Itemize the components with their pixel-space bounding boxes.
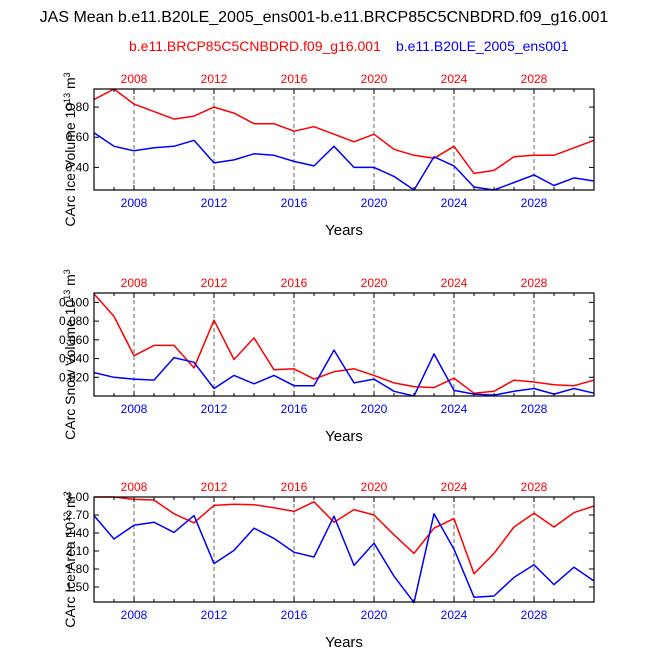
- x-tick-label-bottom: 2012: [201, 402, 228, 416]
- x-tick-label-top: 2020: [361, 72, 388, 86]
- x-axis-label: Years: [325, 428, 363, 445]
- x-tick-label-top: 2016: [281, 480, 308, 494]
- x-tick-label-bottom: 2024: [441, 402, 468, 416]
- y-tick-label: 0.080: [59, 314, 89, 328]
- y-axis-label: CArc Ice Area 1012 m2: [62, 491, 78, 627]
- x-tick-label-top: 2012: [201, 480, 228, 494]
- series-red-line: b.e11.BRCP85C5CNBDRD.f09_g16.001: [93, 88, 595, 175]
- legend-red-label: b.e11.BRCP85C5CNBDRD.f09_g16.001: [129, 38, 381, 54]
- panel-2: b.e11.BRCP85C5CNBDRD.f09_g16.001b.e11.B2…: [59, 269, 595, 445]
- series-blue-line: b.e11.B20LE_2005_ens001: [93, 513, 595, 604]
- x-tick-label-bottom: 2016: [281, 608, 308, 622]
- x-tick-label-top: 2028: [521, 72, 548, 86]
- x-tick-label-bottom: 2020: [361, 608, 388, 622]
- x-tick-label-bottom: 2016: [281, 196, 308, 210]
- x-tick-label-bottom: 2028: [521, 608, 548, 622]
- x-tick-label-top: 2016: [281, 276, 308, 290]
- y-tick-label: 1.50: [66, 580, 90, 594]
- series-red-line: b.e11.BRCP85C5CNBDRD.f09_g16.001: [93, 293, 595, 394]
- x-tick-label-top: 2016: [281, 72, 308, 86]
- x-tick-label-top: 2020: [361, 480, 388, 494]
- panel-1: b.e11.BRCP85C5CNBDRD.f09_g16.001b.e11.B2…: [62, 72, 595, 239]
- x-tick-label-bottom: 2024: [441, 196, 468, 210]
- series-red-line: b.e11.BRCP85C5CNBDRD.f09_g16.001: [94, 496, 595, 575]
- plot-frame: [93, 496, 595, 603]
- series-blue-line: b.e11.B20LE_2005_ens001: [93, 132, 595, 191]
- x-tick-label-bottom: 2028: [521, 402, 548, 416]
- x-tick-label-top: 2028: [521, 276, 548, 290]
- y-tick-label: 0.040: [59, 352, 89, 366]
- x-tick-label-top: 2024: [441, 276, 468, 290]
- x-tick-label-top: 2020: [361, 276, 388, 290]
- x-tick-label-bottom: 2028: [521, 196, 548, 210]
- x-tick-label-bottom: 2012: [201, 196, 228, 210]
- legend-blue-label: b.e11.B20LE_2005_ens001: [396, 38, 569, 54]
- y-tick-label: 0.060: [59, 333, 89, 347]
- x-axis-label: Years: [325, 222, 363, 239]
- x-tick-label-top: 2012: [201, 72, 228, 86]
- x-tick-label-top: 2024: [441, 480, 468, 494]
- panel-3: b.e11.BRCP85C5CNBDRD.f09_g16.001b.e11.B2…: [62, 480, 595, 651]
- y-tick-label: 0.020: [59, 370, 89, 384]
- y-tick-label: 0.80: [66, 100, 90, 114]
- y-tick-label: 0.60: [66, 130, 90, 144]
- x-tick-label-top: 2028: [521, 480, 548, 494]
- series-blue-line: b.e11.B20LE_2005_ens001: [93, 349, 595, 397]
- plot-frame: [93, 292, 595, 397]
- x-tick-label-bottom: 2020: [361, 196, 388, 210]
- y-tick-label: 0.40: [66, 160, 90, 174]
- y-axis-label: CArc Snow Volume 1013 m3: [62, 269, 78, 440]
- chart-title: JAS Mean b.e11.B20LE_2005_ens001-b.e11.B…: [40, 9, 609, 26]
- x-tick-label-top: 2024: [441, 72, 468, 86]
- y-tick-label: 2.10: [66, 544, 90, 558]
- x-tick-label-bottom: 2008: [121, 608, 148, 622]
- x-tick-label-bottom: 2024: [441, 608, 468, 622]
- x-axis-label: Years: [325, 634, 363, 651]
- y-tick-label: 1.80: [66, 562, 90, 576]
- x-tick-label-bottom: 2008: [121, 402, 148, 416]
- y-tick-label: 0.100: [59, 295, 89, 309]
- y-tick-label: 2.40: [66, 526, 90, 540]
- x-tick-label-top: 2008: [121, 480, 148, 494]
- x-tick-label-bottom: 2020: [361, 402, 388, 416]
- x-tick-label-bottom: 2016: [281, 402, 308, 416]
- x-tick-label-top: 2012: [201, 276, 228, 290]
- y-axis-label: CArc Ice Volume 1013 m3: [62, 72, 78, 226]
- y-tick-label: 2.70: [66, 508, 90, 522]
- x-tick-label-top: 2008: [121, 276, 148, 290]
- plot-frame: [93, 88, 595, 191]
- chart-panels: b.e11.BRCP85C5CNBDRD.f09_g16.001b.e11.B2…: [59, 72, 595, 651]
- x-tick-label-bottom: 2012: [201, 608, 228, 622]
- x-tick-label-bottom: 2008: [121, 196, 148, 210]
- x-tick-label-top: 2008: [121, 72, 148, 86]
- y-tick-label: 3.00: [66, 490, 90, 504]
